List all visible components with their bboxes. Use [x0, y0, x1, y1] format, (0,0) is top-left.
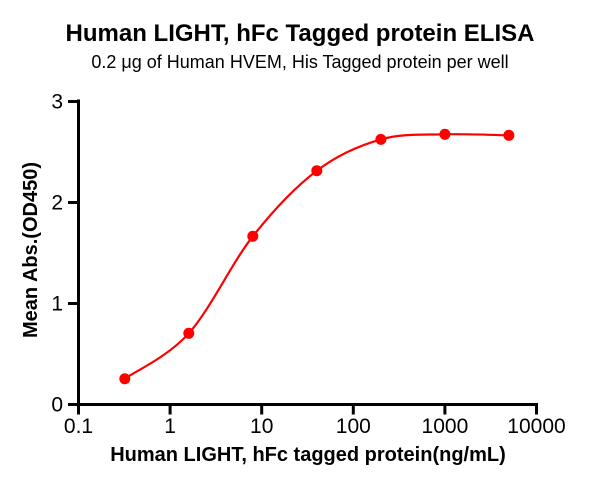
x-tick-label: 10 — [250, 415, 273, 438]
chart-title: Human LIGHT, hFc Tagged protein ELISA — [65, 20, 535, 47]
data-point — [439, 128, 451, 140]
data-point — [503, 129, 515, 141]
data-point — [247, 230, 259, 242]
x-tick-label: 0.1 — [64, 415, 93, 438]
y-tick-label: 0 — [51, 394, 63, 417]
x-tick-label: 1000 — [422, 415, 469, 438]
x-tick-label: 1 — [164, 415, 176, 438]
y-tick-label: 3 — [51, 91, 63, 114]
y-tick-label: 2 — [51, 192, 63, 215]
axes-spine — [77, 99, 538, 406]
x-axis-title: Human LIGHT, hFc tagged protein(ng/mL) — [110, 444, 506, 466]
data-point — [183, 327, 195, 339]
data-point — [311, 165, 323, 177]
chart-subtitle: 0.2 μg of Human HVEM, His Tagged protein… — [91, 52, 509, 72]
x-tick-label: 10000 — [507, 415, 565, 438]
x-tick-label: 100 — [336, 415, 371, 438]
data-point — [375, 133, 387, 145]
y-tick-label: 1 — [51, 293, 63, 316]
data-point — [119, 373, 131, 385]
